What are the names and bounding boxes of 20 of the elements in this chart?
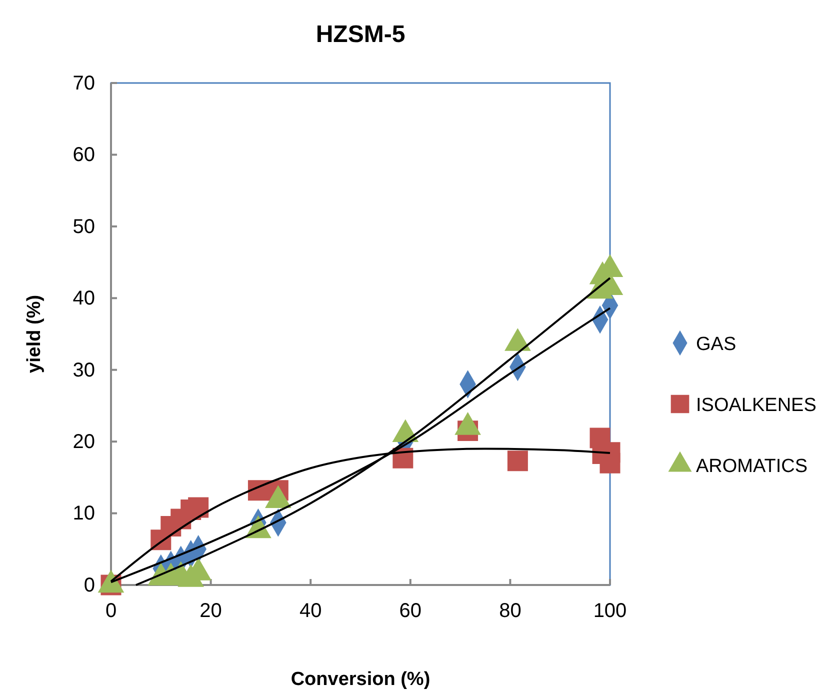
legend-label: GAS	[696, 334, 736, 355]
x-tick-label: 0	[105, 600, 117, 622]
y-tick-label: 60	[72, 144, 95, 166]
x-tick-label: 80	[499, 600, 522, 622]
y-tick-label: 0	[84, 574, 95, 596]
y-tick-label: 10	[72, 502, 95, 525]
x-tick-label: 100	[593, 600, 627, 622]
y-tick-label: 40	[72, 288, 95, 310]
y-tick-label: 30	[72, 359, 95, 382]
x-tick-label: 20	[200, 600, 222, 622]
y-tick-label: 20	[72, 430, 95, 453]
chart-title: HZSM-5	[316, 21, 406, 48]
legend-label: ISOALKENES	[696, 395, 816, 416]
x-axis-title: Conversion (%)	[290, 669, 430, 690]
legend-label: AROMATICS	[696, 456, 808, 477]
y-tick-label: 50	[72, 216, 95, 238]
x-tick-label: 60	[399, 600, 422, 622]
y-tick-label: 70	[72, 72, 95, 94]
x-tick-label: 40	[299, 600, 322, 622]
y-axis-title: yield (%)	[24, 294, 45, 374]
